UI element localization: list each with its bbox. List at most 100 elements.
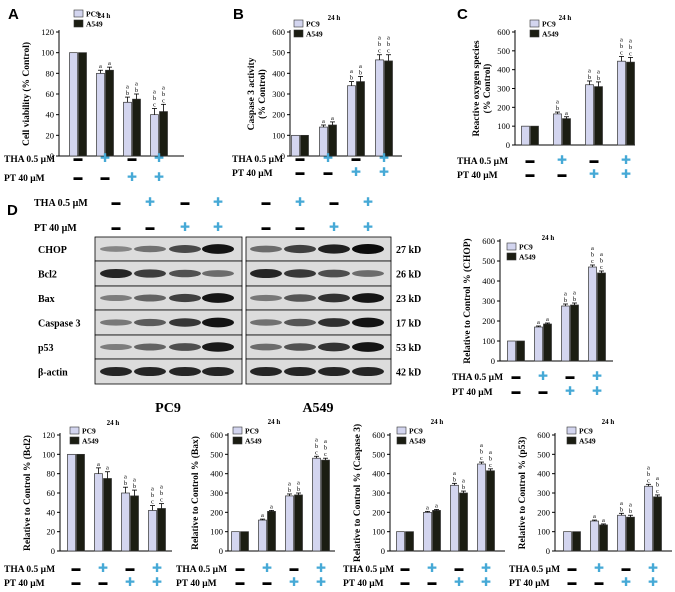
pt-symbol-minus: ▬ [101, 172, 110, 182]
y-tick-label: 600 [210, 430, 223, 440]
blot-band [202, 366, 234, 377]
bar-a549 [530, 125, 539, 146]
blot-size-label: 17 kD [396, 319, 421, 330]
sig-letter: a [426, 504, 429, 511]
blot-pt-symbol-minus: ▬ [146, 222, 155, 232]
bar-pc9 [69, 52, 78, 157]
legend-label: A549 [542, 30, 559, 39]
bar-a549 [653, 496, 662, 552]
tha-symbol-plus: ✚ [592, 369, 602, 383]
blot-size-label: 23 kD [396, 294, 421, 305]
blot-band [169, 366, 201, 377]
bar-pc9 [563, 531, 572, 552]
blot-tha-symbol-plus: ✚ [145, 195, 155, 209]
bar-a549 [626, 516, 635, 552]
bar-pc9 [258, 519, 267, 552]
y-tick-label: 300 [482, 296, 495, 306]
y-axis-label: Reactive oxygen species(% Control) [472, 40, 493, 136]
sig-letter: c [162, 97, 165, 104]
blot-band [284, 244, 316, 254]
blot-pt-symbol-minus: ▬ [296, 222, 305, 232]
y-tick-label: 300 [272, 89, 285, 99]
chart-title: 24 h [107, 419, 120, 427]
bar-a549 [459, 492, 468, 552]
blot-band [284, 294, 316, 302]
pt-symbol-plus: ✚ [379, 165, 389, 179]
blot-tha-symbol-plus: ✚ [363, 195, 373, 209]
legend-label: A549 [306, 30, 323, 39]
pt-symbol-plus: ✚ [481, 575, 491, 589]
tha-symbol-plus: ✚ [152, 561, 162, 575]
sig-letter: c [656, 488, 659, 495]
sig-letter: b [126, 90, 129, 97]
pt-symbol-minus: ▬ [236, 577, 245, 587]
bar-a549 [356, 81, 365, 157]
chart-title: 24 h [431, 418, 444, 426]
pt-symbol-minus: ▬ [74, 172, 83, 182]
bar-pc9 [507, 340, 516, 362]
sig-letter: b [297, 486, 300, 493]
bar-pc9 [396, 531, 405, 552]
blot-band [134, 294, 166, 302]
sig-letter: b [600, 258, 603, 265]
pt-row-label: PT 40 μM [4, 579, 45, 589]
sig-letter: a [261, 512, 264, 519]
pt-symbol-minus: ▬ [568, 577, 577, 587]
bar-pc9 [521, 125, 530, 146]
chart-b-caspase3-activity: 0 100 200 300 400 500 600 Caspase 3 activity(% … [232, 14, 402, 179]
y-tick-label: 0 [51, 546, 55, 556]
legend-label: A549 [86, 20, 103, 29]
sig-letter: b [629, 508, 632, 515]
sig-letter: b [556, 105, 559, 112]
chart-chop: 0 100 200 300 400 500 600 Relative to Control %… [452, 234, 613, 398]
bar-pc9 [585, 84, 594, 146]
pt-symbol-minus: ▬ [263, 577, 272, 587]
tha-symbol-plus: ✚ [621, 153, 631, 167]
sig-letter: b [133, 483, 136, 490]
pt-symbol-plus: ✚ [454, 575, 464, 589]
sig-letter: b [656, 481, 659, 488]
legend-label: PC9 [542, 20, 556, 29]
y-tick-label: 500 [272, 48, 285, 58]
y-tick-label: 0 [281, 151, 285, 161]
bar-pc9 [553, 113, 562, 146]
bar-a549 [486, 470, 495, 552]
sig-letter: b [350, 75, 353, 82]
legend-label: A549 [82, 437, 99, 446]
sig-letter: a [597, 68, 600, 75]
sig-letter: a [99, 63, 102, 70]
sig-letter: a [602, 517, 605, 524]
pt-symbol-plus: ✚ [127, 170, 137, 184]
sig-letter: b [453, 476, 456, 483]
sig-letter: a [556, 99, 559, 106]
bar-pc9 [534, 326, 543, 362]
y-tick-label: 300 [210, 488, 223, 498]
y-tick-label: 100 [482, 336, 495, 346]
tha-symbol-minus: ▬ [352, 153, 361, 163]
legend-swatch [293, 19, 304, 28]
bar-pc9 [617, 514, 626, 552]
tha-symbol-minus: ▬ [290, 563, 299, 573]
sig-letter: a [546, 316, 549, 323]
bar-a549 [78, 52, 87, 157]
sig-letter: a [106, 465, 109, 472]
sig-letter: a [656, 475, 659, 482]
blot-band [352, 342, 384, 352]
bar-pc9 [67, 453, 76, 552]
y-tick-label: 300 [537, 488, 550, 498]
blot-size-label: 42 kD [396, 368, 421, 379]
y-tick-label: 60 [47, 488, 56, 498]
sig-letter: a [322, 118, 325, 125]
blot-band [250, 245, 282, 253]
tha-row-label: THA 0.5 μM [509, 565, 560, 575]
sig-letter: a [564, 291, 567, 298]
blot-band [250, 343, 282, 351]
y-tick-label: 500 [537, 449, 550, 459]
y-tick-label: 600 [372, 430, 385, 440]
sig-letter: a [565, 110, 568, 117]
y-tick-label: 500 [497, 46, 510, 56]
sig-letter: b [359, 69, 362, 76]
tha-symbol-minus: ▬ [74, 153, 83, 163]
pt-symbol-minus: ▬ [428, 577, 437, 587]
